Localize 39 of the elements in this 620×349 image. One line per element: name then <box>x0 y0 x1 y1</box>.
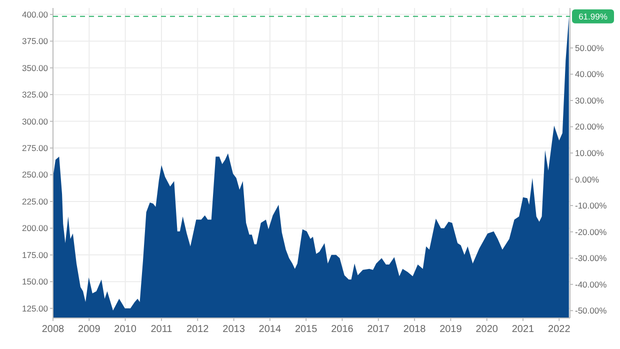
y-tick-label: 400.00 <box>22 9 48 20</box>
y2-tick-label: -10.00% <box>575 200 608 211</box>
x-tick-label: 2020 <box>476 324 498 335</box>
x-tick-label: 2011 <box>150 324 173 335</box>
y2-tick-label: 0.00% <box>575 174 600 184</box>
x-tick-label: 2014 <box>258 324 282 335</box>
y-tick-label: 200.00 <box>22 223 48 234</box>
x-tick-label: 2018 <box>403 324 426 335</box>
y-tick-label: 175.00 <box>22 250 48 260</box>
y-tick-label: 125.00 <box>22 303 48 314</box>
x-tick-label: 2015 <box>294 324 318 335</box>
x-tick-label: 2017 <box>367 324 390 335</box>
y2-tick-label: 30.00% <box>575 95 604 106</box>
x-tick-label: 2013 <box>222 324 246 335</box>
y-tick-label: 325.00 <box>22 90 48 100</box>
y-tick-label: 225.00 <box>22 196 48 206</box>
y2-tick-label: 50.00% <box>575 42 604 53</box>
x-tick-label: 2016 <box>331 324 354 335</box>
x-tick-label: 2008 <box>42 324 65 335</box>
x-tick-label: 2019 <box>440 324 462 335</box>
y-tick-label: 375.00 <box>22 36 48 46</box>
ref-line-label: 61.99% <box>578 11 608 22</box>
y-tick-label: 250.00 <box>22 170 48 180</box>
y2-tick-label: -30.00% <box>575 253 608 264</box>
y2-tick-label: 40.00% <box>575 69 604 80</box>
y2-tick-label: 20.00% <box>575 122 604 132</box>
y-tick-label: 275.00 <box>22 143 48 154</box>
x-tick-label: 2022 <box>548 324 571 335</box>
x-tick-label: 2010 <box>114 324 137 335</box>
x-tick-label: 2021 <box>512 324 535 335</box>
y2-tick-label: -50.00% <box>575 306 608 316</box>
y2-tick-label: -40.00% <box>575 279 608 290</box>
y2-tick-label: 10.00% <box>575 148 604 158</box>
y-tick-label: 300.00 <box>22 116 48 126</box>
y2-tick-label: -20.00% <box>575 226 608 237</box>
x-tick-label: 2009 <box>78 324 101 335</box>
y-tick-label: 350.00 <box>22 62 48 73</box>
x-tick-label: 2012 <box>186 324 210 335</box>
y-tick-label: 150.00 <box>22 276 48 287</box>
